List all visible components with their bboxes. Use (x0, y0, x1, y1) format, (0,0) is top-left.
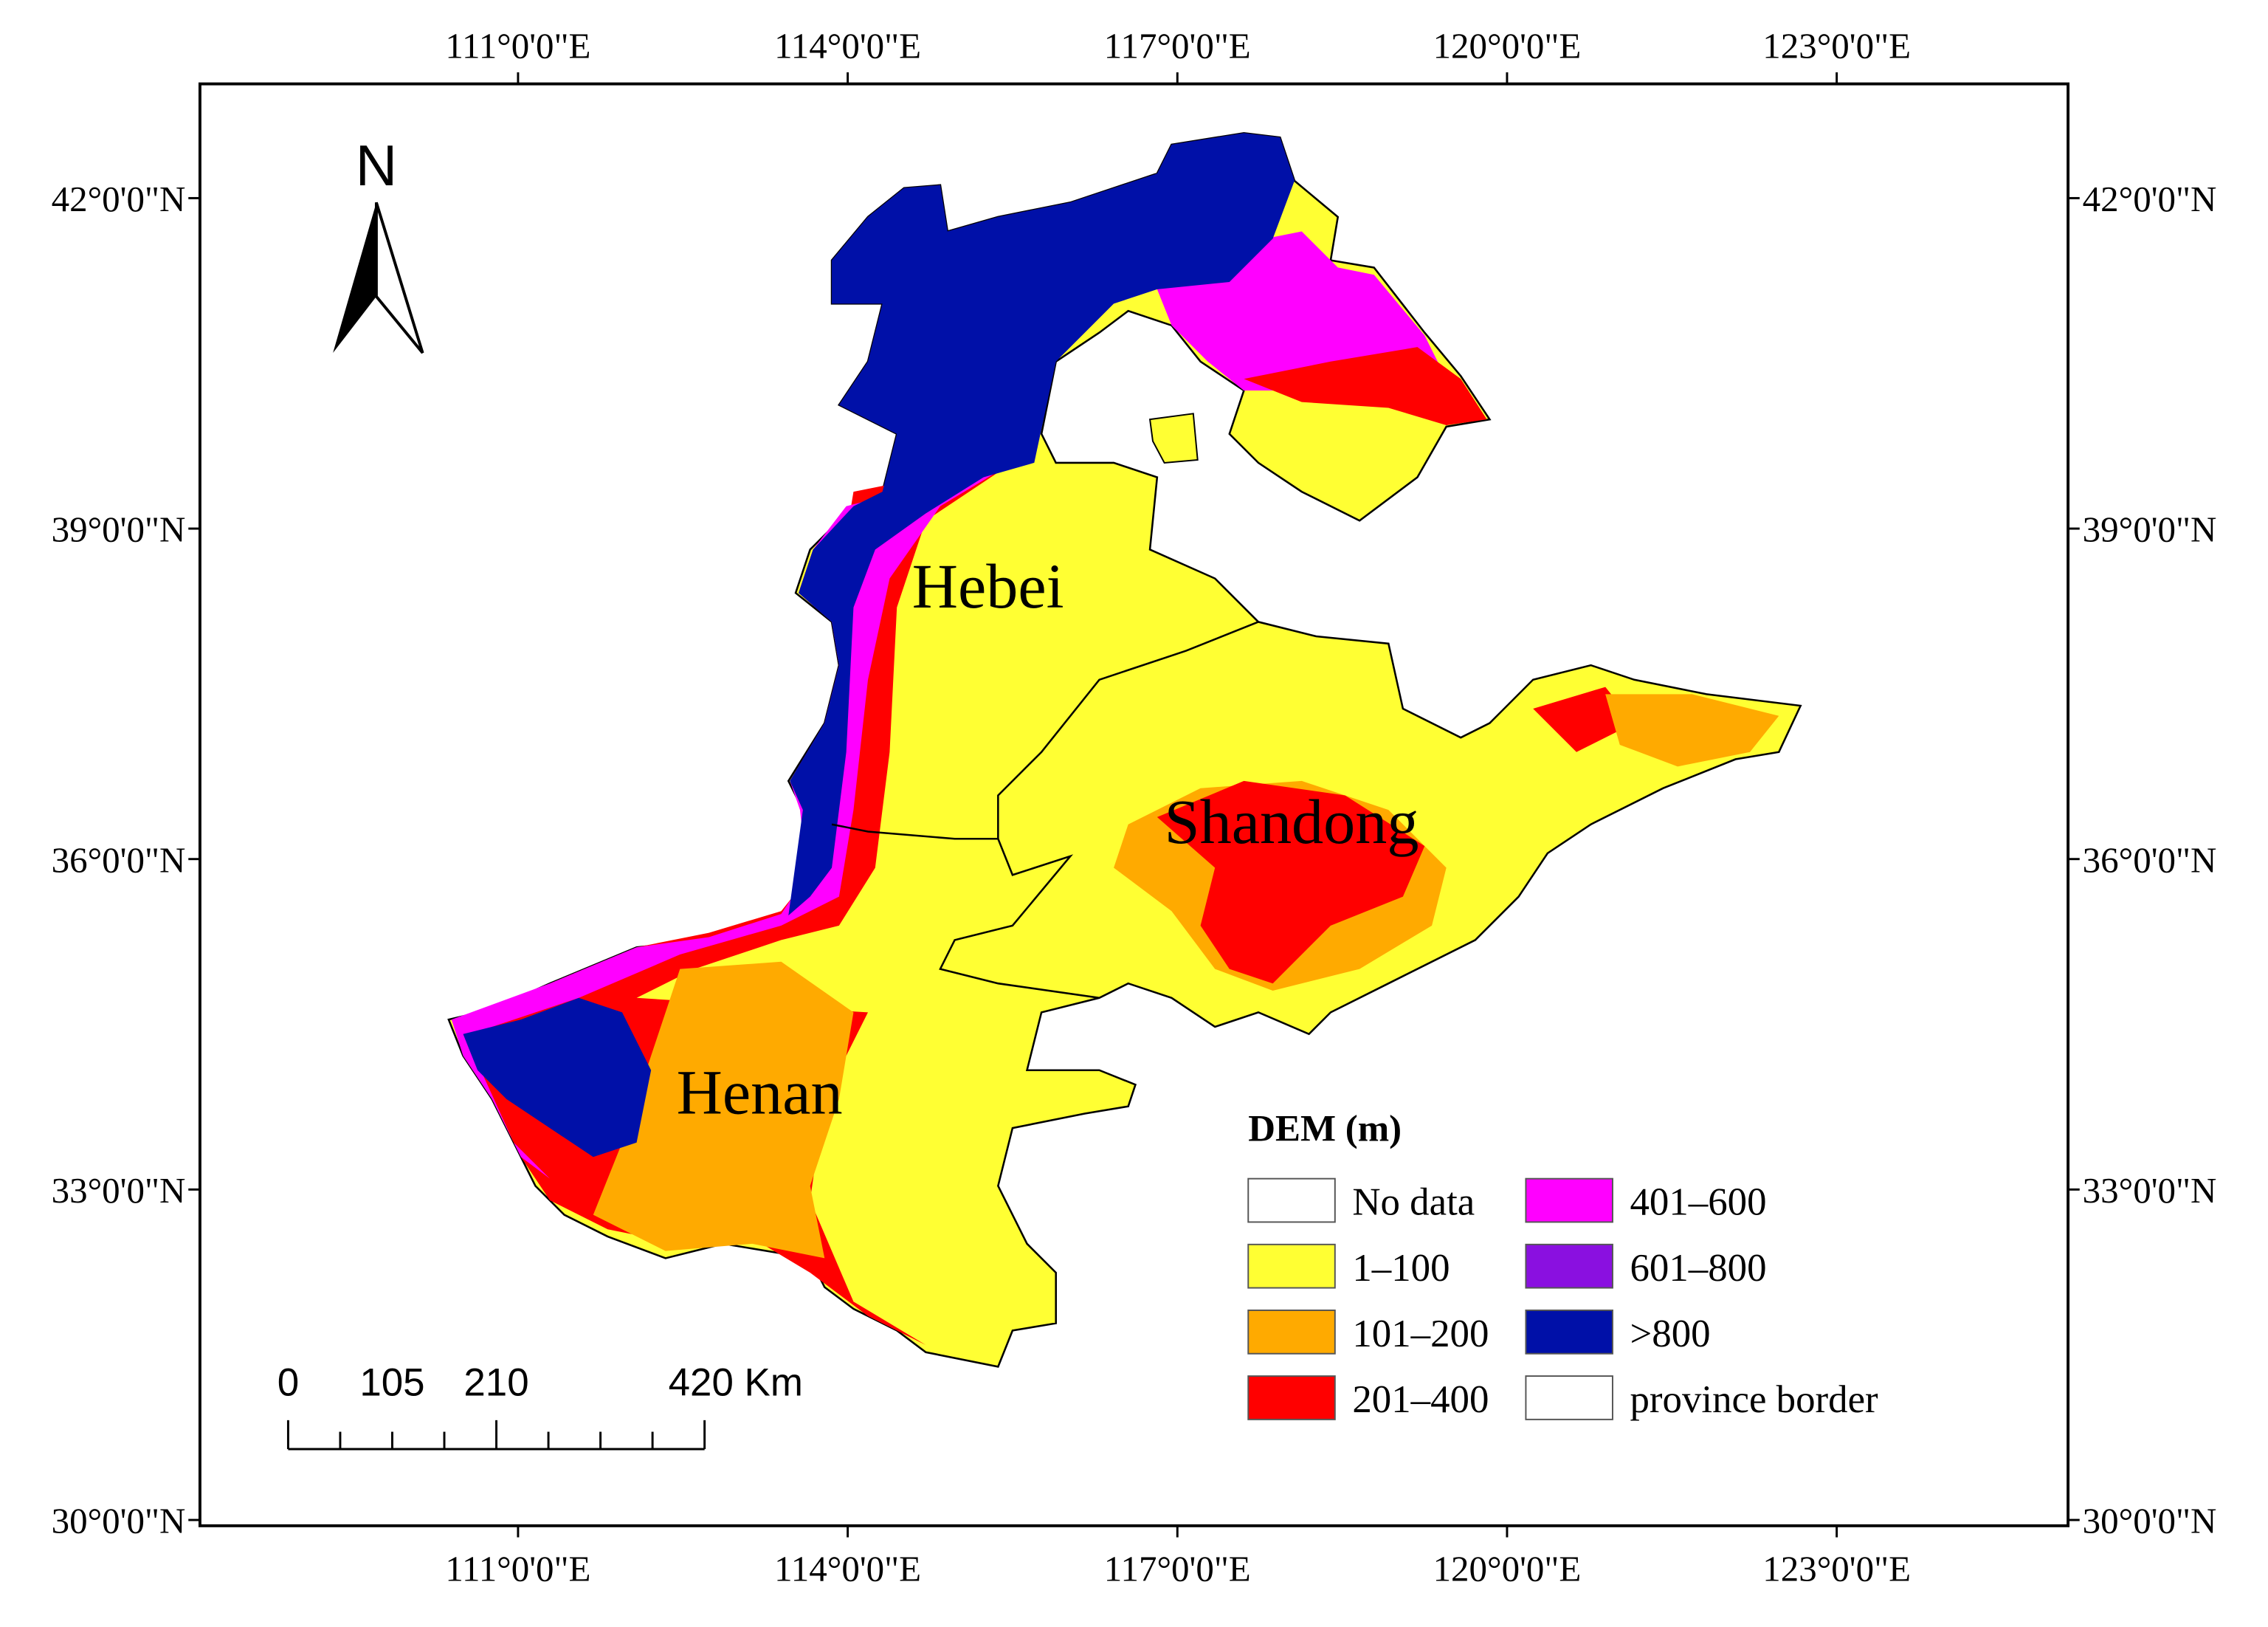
y-axis-label-right: 42°0'0"N (2083, 179, 2217, 219)
legend-label: >800 (1630, 1313, 1710, 1355)
legend-swatch (1525, 1309, 1613, 1355)
province-border (939, 838, 1100, 1000)
x-axis-label-bottom: 117°0'0"E (1104, 1548, 1251, 1589)
legend-label: No data (1352, 1181, 1475, 1224)
y-axis-label-right: 33°0'0"N (2083, 1170, 2217, 1211)
y-axis-label-right: 30°0'0"N (2083, 1501, 2217, 1541)
zone-201-400-ne (1244, 347, 1487, 425)
x-axis-label-top: 117°0'0"E (1104, 25, 1251, 66)
x-axis-label-bottom: 123°0'0"E (1762, 1548, 1911, 1589)
scale-label: 105 (359, 1361, 424, 1405)
zone-101-200-east (1605, 694, 1779, 767)
legend-swatch (1525, 1243, 1613, 1289)
region-label: Hebei (912, 551, 1064, 622)
north-arrow-left (333, 202, 376, 354)
x-axis-label-bottom: 111°0'0"E (445, 1548, 590, 1589)
legend-swatch (1247, 1243, 1336, 1289)
legend-swatch (1525, 1375, 1613, 1420)
zone-401-600 (451, 462, 1013, 1179)
x-axis-label-top: 120°0'0"E (1433, 25, 1582, 66)
x-axis-label-bottom: 114°0'0"E (774, 1548, 921, 1589)
legend-title: DEM (m) (1248, 1109, 1402, 1150)
island (1148, 413, 1199, 464)
x-axis-label-top: 114°0'0"E (774, 25, 921, 66)
x-axis-label-top: 111°0'0"E (445, 25, 590, 66)
region-label: Shandong (1165, 786, 1419, 857)
legend-label: 401–600 (1630, 1181, 1766, 1224)
legend-label: 601–800 (1630, 1247, 1766, 1290)
legend-swatch (1247, 1177, 1336, 1223)
y-axis-label-left: 36°0'0"N (52, 839, 186, 880)
y-axis-label-left: 42°0'0"N (52, 179, 186, 219)
zone-over-800 (788, 133, 1295, 916)
y-axis-label-right: 39°0'0"N (2083, 509, 2217, 550)
scale-label: 0 (278, 1361, 299, 1405)
zone-101-200 (593, 961, 854, 1259)
legend-swatch (1247, 1309, 1336, 1355)
north-label: N (356, 133, 398, 198)
scale-label: 420 Km (669, 1361, 803, 1405)
legend-label: 101–200 (1352, 1313, 1489, 1355)
legend-label: 201–400 (1352, 1378, 1489, 1421)
x-axis-label-top: 123°0'0"E (1762, 25, 1911, 66)
legend-swatch (1525, 1177, 1613, 1223)
x-axis-label-bottom: 120°0'0"E (1433, 1548, 1582, 1589)
zone-over-800-sw (463, 997, 652, 1158)
y-axis-label-left: 39°0'0"N (52, 509, 186, 550)
zone-201-400-sd (1157, 780, 1425, 984)
scale-bar: 0 105 210 420 Km (278, 1361, 803, 1451)
region-label: Henan (677, 1057, 843, 1128)
north-arrow-right (374, 202, 424, 354)
legend-label: 1–100 (1352, 1247, 1450, 1290)
map-frame (198, 82, 2070, 1527)
legend-label: province border (1630, 1378, 1878, 1421)
y-axis-label-right: 36°0'0"N (2083, 839, 2217, 880)
legend-swatch (1247, 1375, 1336, 1420)
y-axis-label-left: 33°0'0"N (52, 1170, 186, 1211)
scale-label: 210 (463, 1361, 528, 1405)
y-axis-label-left: 30°0'0"N (52, 1501, 186, 1541)
province-border (831, 621, 1259, 840)
